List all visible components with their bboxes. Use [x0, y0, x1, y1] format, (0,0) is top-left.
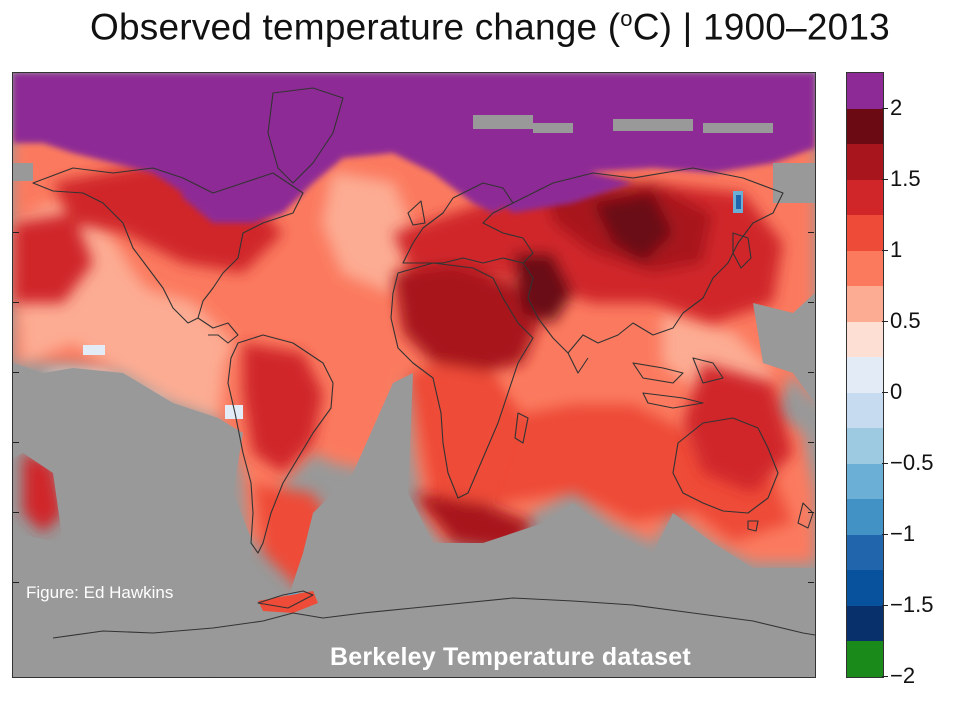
arctic-extreme-warming	[13, 73, 815, 223]
colorbar	[846, 72, 884, 678]
colorbar-tick	[882, 320, 888, 322]
colorbar-bin	[847, 215, 883, 251]
map-frame-tick	[13, 302, 19, 303]
map-frame-tick	[808, 232, 814, 233]
colorbar-bin	[847, 605, 883, 642]
colorbar-tick-label: −0.5	[890, 449, 934, 475]
figure-credit: Figure: Ed Hawkins	[26, 583, 174, 602]
coastline-asia	[512, 167, 784, 354]
colorbar-bin	[847, 286, 883, 322]
colorbar-bin	[847, 144, 883, 180]
colorbar-bin	[847, 534, 883, 571]
colorbar-tick	[882, 107, 888, 109]
colorbar-tick-label: −1	[890, 520, 916, 546]
colorbar-bin	[847, 570, 883, 606]
colorbar-bin	[847, 499, 883, 535]
colorbar-tick-label: 1.5	[890, 165, 921, 191]
colorbar-tick-label: 1	[890, 236, 903, 262]
colorbar-tick	[882, 462, 888, 464]
map-frame-tick	[808, 442, 814, 443]
colorbar-bin	[847, 108, 883, 145]
coastlines	[32, 87, 815, 639]
coastline-antarctica	[52, 597, 815, 639]
colorbar-tick	[882, 391, 888, 393]
colorbar-bin	[847, 428, 883, 464]
colorbar-tick	[882, 249, 888, 251]
colorbar-tick	[882, 178, 888, 180]
coastline-greenland	[267, 87, 344, 184]
coastline-south-america	[227, 334, 334, 554]
colorbar-tick	[882, 604, 888, 606]
map-frame-tick	[13, 232, 19, 233]
map-frame-tick	[13, 442, 19, 443]
colorbar-bin	[847, 357, 883, 393]
coastline-australia	[672, 417, 779, 514]
colorbar-bin	[847, 641, 883, 677]
map-frame-tick	[808, 302, 814, 303]
colorbar-bin	[847, 73, 883, 109]
coastline-africa	[390, 262, 534, 499]
map-frame-tick	[808, 512, 814, 513]
map-frame-tick	[808, 372, 814, 373]
map-canvas	[13, 73, 815, 677]
coastline-north-america	[32, 167, 304, 324]
colorbar-tick-label: −1.5	[890, 591, 934, 617]
degree-symbol: o	[620, 6, 633, 31]
colorbar-tick-label: 0.5	[890, 307, 921, 333]
dataset-label: Berkeley Temperature dataset	[330, 643, 691, 671]
colorbar-tick-label: 0	[890, 378, 903, 404]
colorbar-bin	[847, 179, 883, 216]
southern-ocean-no-data	[13, 363, 253, 677]
map-frame-tick	[13, 512, 19, 513]
colorbar-tick-label: 2	[890, 94, 903, 120]
colorbar-tick	[882, 533, 888, 535]
arctic-no-data	[13, 115, 815, 203]
map-frame-tick	[13, 582, 19, 583]
colorbar-bin	[847, 250, 883, 287]
antarctic-peninsula-warming	[258, 591, 318, 613]
temperature-change-map	[12, 72, 816, 678]
map-frame-tick	[13, 372, 19, 373]
colorbar-tick	[882, 676, 888, 677]
colorbar-bin	[847, 392, 883, 429]
chart-title: Observed temperature change (oC) | 1900–…	[90, 6, 890, 48]
map-frame-tick	[808, 582, 814, 583]
colorbar-tick-label: −2	[890, 663, 916, 688]
colorbar-bin	[847, 321, 883, 358]
coastline-europe	[402, 182, 534, 264]
colorbar-bin	[847, 463, 883, 500]
